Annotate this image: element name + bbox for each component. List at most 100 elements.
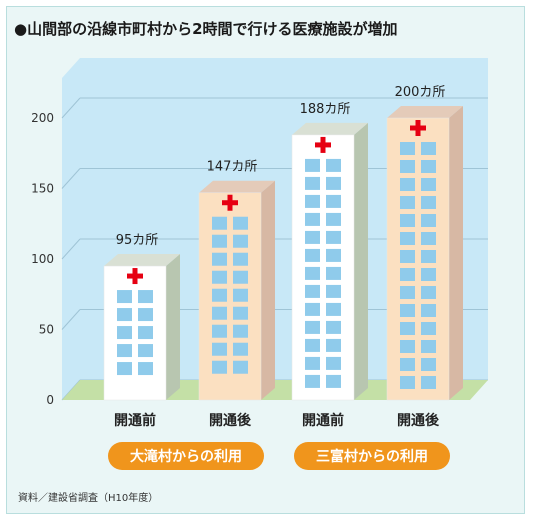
bar-window-0 <box>138 362 153 376</box>
bar-window-3 <box>400 232 415 245</box>
bar-window-3 <box>421 160 436 173</box>
bar-side-0 <box>166 254 180 400</box>
bar-side-1 <box>261 180 275 400</box>
bar-window-1 <box>233 270 248 284</box>
y-tick-label-150: 150 <box>31 182 54 196</box>
bar-window-0 <box>138 290 153 304</box>
bar-window-3 <box>421 142 436 155</box>
bar-window-1 <box>212 342 227 356</box>
bar-window-2 <box>326 194 341 208</box>
bar-window-3 <box>421 304 436 317</box>
bar-window-1 <box>212 252 227 266</box>
bar-window-2 <box>326 302 341 316</box>
red-cross-icon <box>320 136 326 153</box>
bar-window-3 <box>400 268 415 281</box>
bar-window-2 <box>326 158 341 172</box>
y-tick-label-0: 0 <box>46 393 54 407</box>
bar-window-2 <box>326 284 341 298</box>
bar-window-3 <box>400 214 415 227</box>
bar-window-1 <box>233 306 248 320</box>
bar-top-3 <box>387 106 463 118</box>
bar-window-2 <box>305 374 320 388</box>
bar-window-1 <box>233 342 248 356</box>
bar-window-1 <box>212 324 227 338</box>
bar-window-3 <box>400 178 415 191</box>
bar-window-0 <box>117 344 132 358</box>
bar-window-1 <box>233 288 248 302</box>
group-label-otaki: 大滝村からの利用 <box>108 442 264 470</box>
gridline-diag-50 <box>61 309 81 330</box>
red-cross-icon <box>227 194 233 211</box>
bar-window-1 <box>212 270 227 284</box>
bar-window-3 <box>421 358 436 371</box>
bar-window-2 <box>305 356 320 370</box>
value-label-0: 95カ所 <box>116 233 159 248</box>
bar-window-2 <box>326 248 341 262</box>
bar-window-2 <box>305 248 320 262</box>
value-label-2: 188カ所 <box>300 102 351 117</box>
bar-window-0 <box>138 344 153 358</box>
bar-window-1 <box>212 306 227 320</box>
bar-window-0 <box>138 326 153 340</box>
bar-window-3 <box>421 322 436 335</box>
bar-window-2 <box>326 230 341 244</box>
bar-window-2 <box>326 374 341 388</box>
bar-window-3 <box>400 376 415 389</box>
bar-window-2 <box>305 158 320 172</box>
bar-front-0 <box>103 265 167 401</box>
bar-window-3 <box>421 340 436 353</box>
bar-window-2 <box>326 266 341 280</box>
category-label-3: 開通後 <box>397 412 440 429</box>
y-tick-label-100: 100 <box>31 252 54 266</box>
bar-top-2 <box>292 122 368 135</box>
bar-window-3 <box>421 268 436 281</box>
group-label-mitomi: 三富村からの利用 <box>294 442 450 470</box>
category-label-1: 開通後 <box>209 412 252 429</box>
bar-window-0 <box>138 308 153 322</box>
bar-window-3 <box>400 340 415 353</box>
bar-window-3 <box>421 196 436 209</box>
chart-title: ●山間部の沿線市町村から2時間で行ける医療施設が増加 <box>14 20 398 38</box>
bar-window-0 <box>117 290 132 304</box>
bar-window-3 <box>421 376 436 389</box>
bar-window-0 <box>117 308 132 322</box>
bar-window-2 <box>326 176 341 190</box>
bar-front-2 <box>291 134 355 401</box>
bar-window-1 <box>212 216 227 230</box>
value-label-1: 147カ所 <box>207 160 258 175</box>
bar-window-1 <box>212 288 227 302</box>
value-label-3: 200カ所 <box>395 85 446 100</box>
bar-window-3 <box>400 358 415 371</box>
bar-side-3 <box>449 106 463 400</box>
red-cross-icon <box>132 268 138 285</box>
bar-window-2 <box>305 284 320 298</box>
bar-window-3 <box>421 286 436 299</box>
bar-window-3 <box>400 286 415 299</box>
bar-window-1 <box>233 360 248 374</box>
bar-window-3 <box>400 196 415 209</box>
gridline-diag-100 <box>61 238 81 260</box>
bar-window-3 <box>421 214 436 227</box>
bar-window-3 <box>400 250 415 263</box>
y-tick-label-200: 200 <box>31 111 54 125</box>
bar-window-0 <box>117 362 132 376</box>
bar-window-2 <box>326 338 341 352</box>
gridline-diag-150 <box>61 168 81 189</box>
bar-window-2 <box>305 266 320 280</box>
bar-window-2 <box>305 302 320 316</box>
bar-window-3 <box>421 232 436 245</box>
bar-window-0 <box>117 326 132 340</box>
bar-window-2 <box>305 194 320 208</box>
bar-window-3 <box>400 142 415 155</box>
bar-window-2 <box>305 212 320 226</box>
bar-window-2 <box>305 230 320 244</box>
bar-window-1 <box>233 324 248 338</box>
bar-window-1 <box>212 360 227 374</box>
bar-window-3 <box>421 178 436 191</box>
bar-window-1 <box>212 234 227 248</box>
category-label-2: 開通前 <box>302 412 344 429</box>
bar-window-3 <box>400 322 415 335</box>
bar-front-1 <box>198 192 262 401</box>
y-tick-label-50: 50 <box>39 323 54 337</box>
bar-top-0 <box>104 254 180 267</box>
